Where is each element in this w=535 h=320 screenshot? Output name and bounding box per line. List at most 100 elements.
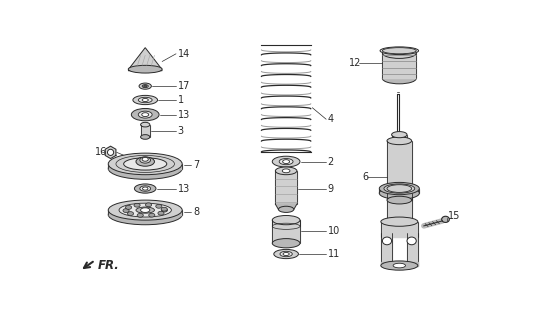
Ellipse shape: [144, 85, 147, 87]
Ellipse shape: [124, 158, 167, 170]
Ellipse shape: [132, 108, 159, 121]
Ellipse shape: [127, 212, 134, 215]
Text: 12: 12: [349, 58, 362, 68]
Ellipse shape: [136, 157, 155, 166]
Ellipse shape: [161, 207, 167, 211]
Text: 17: 17: [178, 81, 190, 91]
Ellipse shape: [108, 149, 113, 156]
Polygon shape: [276, 171, 297, 204]
Text: 8: 8: [193, 207, 199, 217]
Polygon shape: [392, 135, 407, 141]
Ellipse shape: [393, 263, 406, 268]
Ellipse shape: [278, 206, 294, 212]
Ellipse shape: [142, 157, 148, 161]
Polygon shape: [381, 233, 392, 266]
Ellipse shape: [142, 187, 148, 190]
Text: 13: 13: [178, 110, 190, 120]
Polygon shape: [128, 48, 162, 71]
Ellipse shape: [282, 160, 289, 164]
Ellipse shape: [276, 167, 297, 175]
Ellipse shape: [108, 205, 182, 225]
Ellipse shape: [141, 208, 150, 212]
Ellipse shape: [126, 205, 132, 209]
Ellipse shape: [272, 215, 300, 225]
Ellipse shape: [158, 211, 164, 215]
Text: 1: 1: [178, 95, 184, 105]
Ellipse shape: [108, 200, 182, 220]
Ellipse shape: [133, 95, 157, 105]
Ellipse shape: [407, 237, 416, 245]
Ellipse shape: [384, 184, 415, 193]
Text: FR.: FR.: [97, 259, 119, 272]
Ellipse shape: [380, 47, 418, 55]
Text: 6: 6: [362, 172, 369, 182]
Ellipse shape: [274, 249, 299, 259]
Ellipse shape: [383, 73, 416, 84]
Ellipse shape: [283, 252, 289, 256]
Ellipse shape: [379, 187, 419, 199]
Polygon shape: [407, 233, 418, 266]
Ellipse shape: [141, 122, 150, 127]
Ellipse shape: [387, 196, 411, 204]
Polygon shape: [381, 262, 418, 266]
Text: 16: 16: [95, 147, 108, 157]
Text: 7: 7: [193, 160, 199, 171]
Text: 11: 11: [328, 249, 340, 259]
Ellipse shape: [119, 203, 171, 217]
Ellipse shape: [134, 184, 156, 193]
Ellipse shape: [387, 185, 411, 192]
Text: 9: 9: [328, 184, 334, 194]
Text: 4: 4: [328, 114, 334, 124]
Polygon shape: [141, 124, 150, 137]
Text: 2: 2: [328, 156, 334, 167]
Ellipse shape: [123, 209, 129, 212]
Ellipse shape: [282, 169, 290, 173]
Ellipse shape: [141, 135, 150, 139]
Polygon shape: [276, 204, 297, 209]
Ellipse shape: [142, 99, 148, 101]
Ellipse shape: [381, 261, 418, 270]
Ellipse shape: [134, 203, 140, 207]
Polygon shape: [272, 220, 300, 243]
Polygon shape: [387, 193, 411, 222]
Ellipse shape: [142, 84, 148, 88]
Ellipse shape: [138, 111, 152, 118]
Text: 13: 13: [178, 184, 190, 194]
Ellipse shape: [383, 48, 416, 59]
Ellipse shape: [280, 251, 292, 257]
Ellipse shape: [140, 157, 150, 163]
Polygon shape: [108, 210, 182, 215]
Ellipse shape: [139, 83, 151, 89]
Ellipse shape: [442, 216, 449, 222]
Ellipse shape: [272, 156, 300, 167]
Text: 10: 10: [328, 226, 340, 236]
Ellipse shape: [146, 203, 151, 207]
Ellipse shape: [108, 158, 182, 179]
Text: 15: 15: [448, 211, 460, 221]
Text: 14: 14: [178, 49, 190, 59]
Ellipse shape: [128, 65, 162, 73]
Ellipse shape: [272, 239, 300, 248]
Ellipse shape: [383, 48, 416, 54]
Ellipse shape: [383, 237, 392, 245]
Ellipse shape: [142, 113, 149, 116]
Polygon shape: [381, 222, 418, 237]
Ellipse shape: [156, 204, 162, 208]
Ellipse shape: [136, 207, 155, 213]
Polygon shape: [108, 164, 182, 169]
Polygon shape: [387, 141, 411, 200]
Ellipse shape: [137, 213, 143, 217]
Polygon shape: [383, 53, 416, 78]
Ellipse shape: [381, 217, 418, 226]
Ellipse shape: [387, 218, 411, 226]
Ellipse shape: [149, 213, 155, 217]
Ellipse shape: [392, 138, 407, 144]
Ellipse shape: [379, 182, 419, 195]
Ellipse shape: [392, 132, 407, 138]
Ellipse shape: [279, 158, 293, 165]
Ellipse shape: [387, 137, 411, 145]
Ellipse shape: [140, 186, 150, 191]
Ellipse shape: [108, 153, 182, 175]
Ellipse shape: [162, 208, 167, 212]
Ellipse shape: [138, 97, 152, 103]
